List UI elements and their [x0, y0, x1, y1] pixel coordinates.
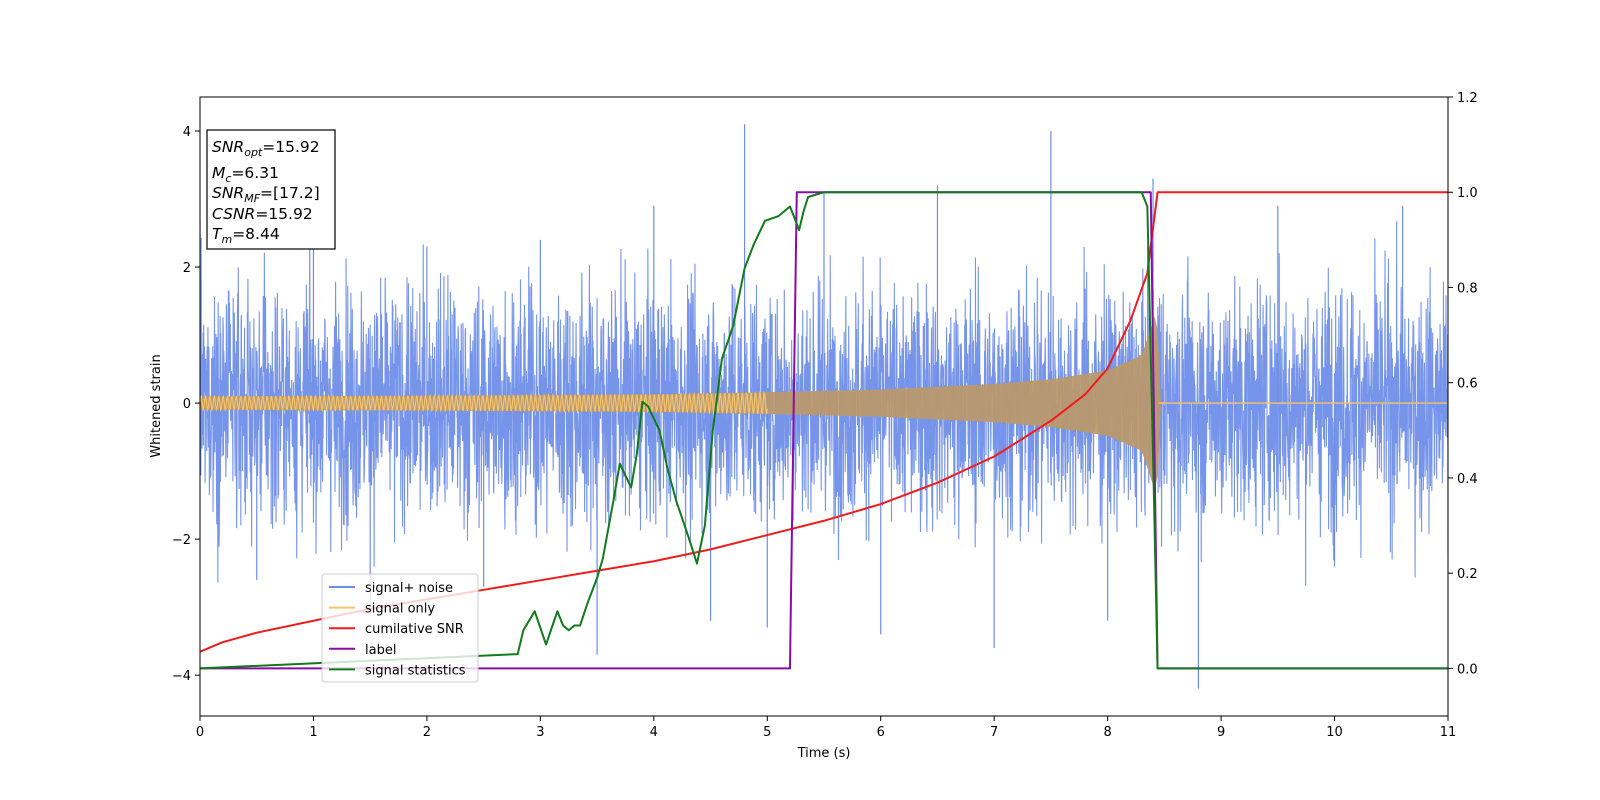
signal-only-series [200, 316, 1448, 490]
y-axis-label: Whitened strain [149, 354, 164, 457]
y2-tick-label: 0.0 [1457, 662, 1478, 677]
x-tick-label: 9 [1217, 725, 1225, 740]
y-tick-label: −2 [172, 533, 191, 548]
signal-only-line [200, 390, 768, 415]
x-tick-label: 7 [990, 725, 998, 740]
x-tick-label: 8 [1103, 725, 1111, 740]
y-tick-label: 4 [183, 125, 191, 140]
x-tick-label: 0 [196, 725, 204, 740]
x-tick-label: 5 [763, 725, 771, 740]
y-tick-label: −4 [172, 669, 191, 684]
info-box: SNRopt=15.92 Mc=6.31 SNRMF=[17.2] CSNR=1… [206, 129, 336, 250]
y2-tick-label: 1.2 [1457, 91, 1478, 106]
info-snr-mf-value: =[17.2] [260, 184, 320, 202]
x-tick-label: 1 [309, 725, 317, 740]
y-axis-ticks: −4 −2 0 2 4 [172, 125, 200, 684]
y2-tick-label: 1.0 [1457, 186, 1478, 201]
info-csnr: CSNR=15.92 [212, 205, 313, 223]
legend: signal+ noise signal only cumilative SNR la… [321, 573, 479, 683]
signal-only-band [200, 316, 1448, 490]
x-tick-label: 6 [877, 725, 885, 740]
info-snr-mf-sub: MF [244, 192, 260, 205]
legend-label: signal statistics [365, 663, 466, 678]
info-snr-opt-value: =15.92 [262, 138, 319, 156]
x-tick-label: 10 [1326, 725, 1343, 740]
info-tm-value: =8.44 [232, 225, 280, 243]
x-tick-label: 11 [1440, 725, 1457, 740]
y2-tick-label: 0.4 [1457, 472, 1478, 487]
plot-area [200, 124, 1448, 689]
signal-noise-series [200, 124, 1448, 689]
info-snr-opt-sub: opt [244, 146, 263, 159]
legend-label: signal only [365, 602, 435, 617]
y2-tick-label: 0.6 [1457, 377, 1478, 392]
x-tick-label: 2 [423, 725, 431, 740]
signal-statistics-line [200, 191, 1448, 670]
info-snr-opt: SNRopt=15.92 [212, 138, 320, 159]
y2-tick-label: 0.2 [1457, 567, 1478, 582]
info-tm: Tm=8.44 [212, 225, 280, 246]
x-axis-ticks: 0 1 2 3 4 5 6 7 8 9 10 11 [196, 716, 1456, 740]
info-box-frame [206, 129, 336, 250]
y2-tick-label: 0.8 [1457, 281, 1478, 296]
info-csnr-value: =15.92 [255, 205, 312, 223]
x-axis-label: Time (s) [797, 746, 851, 761]
legend-frame [321, 573, 479, 683]
y2-axis-ticks: 0.0 0.2 0.4 0.6 0.8 1.0 1.2 [1448, 91, 1478, 677]
legend-label: label [365, 643, 396, 658]
y-tick-label: 2 [183, 261, 191, 276]
info-mc: Mc=6.31 [212, 164, 279, 185]
x-tick-label: 4 [650, 725, 658, 740]
legend-label: cumilative SNR [365, 622, 464, 637]
info-snr-mf: SNRMF=[17.2] [212, 184, 320, 205]
legend-label: signal+ noise [365, 581, 453, 596]
plot-frame [199, 96, 1449, 717]
info-tm-sub: m [221, 233, 232, 246]
y-tick-label: 0 [183, 397, 191, 412]
info-mc-value: =6.31 [231, 164, 279, 182]
x-tick-label: 3 [536, 725, 544, 740]
info-mc-sub: c [225, 172, 231, 185]
